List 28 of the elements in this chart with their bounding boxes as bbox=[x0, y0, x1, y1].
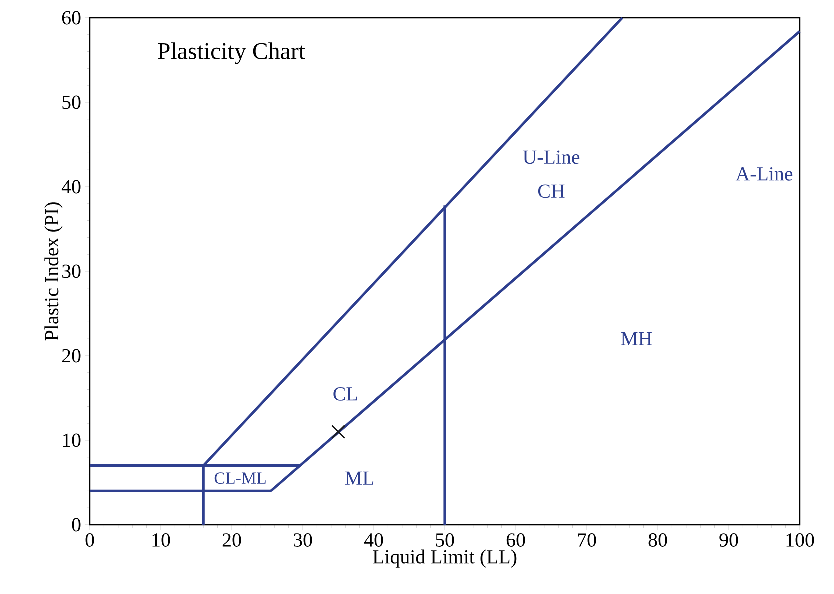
y-tick-label: 40 bbox=[62, 180, 81, 194]
y-axis-title: Plastic Index (PI) bbox=[44, 202, 63, 341]
annotation: MH bbox=[621, 332, 652, 346]
x-tick-label: 100 bbox=[786, 534, 814, 547]
x-tick-label: 80 bbox=[648, 534, 668, 547]
x-tick-label: 10 bbox=[152, 534, 170, 547]
x-tick-label: 50 bbox=[436, 534, 454, 547]
x-tick-label: 70 bbox=[578, 534, 596, 547]
y-tick-label: 20 bbox=[62, 349, 81, 363]
annotation: CL-ML bbox=[214, 472, 266, 484]
x-tick-label: 40 bbox=[364, 534, 384, 547]
annotation: A-Line bbox=[736, 167, 793, 181]
x-tick-label: 0 bbox=[86, 534, 94, 547]
annotation: CH bbox=[538, 184, 565, 198]
text: Plasticity Chart bbox=[158, 42, 306, 64]
y-tick-label: 50 bbox=[62, 96, 81, 110]
y-tick-label: 30 bbox=[62, 264, 81, 278]
x-tick-label: 30 bbox=[294, 534, 312, 547]
y-tick-label: 60 bbox=[62, 11, 81, 25]
x-tick-label: 20 bbox=[222, 534, 242, 547]
y-tick-label: 10 bbox=[63, 434, 81, 448]
y-tick-label: 0 bbox=[72, 518, 81, 532]
annotation: U-Line bbox=[523, 150, 580, 164]
x-tick-label: 60 bbox=[506, 534, 526, 547]
annotation: CL bbox=[334, 387, 358, 401]
x-tick-label: 90 bbox=[720, 534, 738, 547]
annotation: ML bbox=[345, 472, 374, 485]
x-axis-title: Liquid Limit (LL) bbox=[373, 550, 517, 568]
